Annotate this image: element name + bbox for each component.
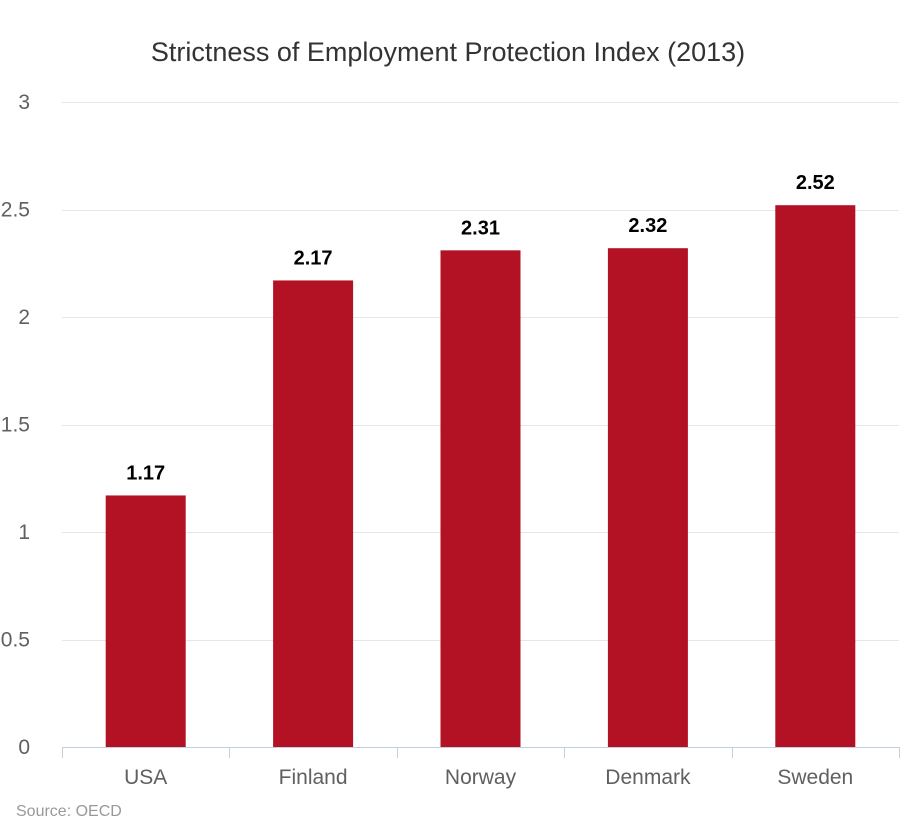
y-tick-label: 0 [18,736,30,759]
x-tick-label: Finland [279,766,348,789]
data-labels: 1.17 2.17 2.31 2.32 2.52 [126,172,835,484]
y-tick-label: 1 [18,521,30,544]
data-label: 2.32 [628,215,667,237]
y-tick-label: 0.5 [1,629,30,652]
y-axis-labels: 0 0.5 1 1.5 2 2.5 3 [1,91,30,759]
y-tick-label: 2 [18,306,30,329]
bar-sweden [775,205,856,747]
bar-usa [105,495,186,747]
x-tick-label: Sweden [777,766,853,789]
bar-finland [273,280,354,747]
x-tick-label: Denmark [605,766,691,789]
x-tick-label: USA [124,766,167,789]
bar-denmark [607,248,688,747]
x-axis: USA Finland Norway Denmark Sweden [62,747,900,789]
data-label: 2.31 [461,217,500,239]
bar-norway [440,250,521,747]
chart-title: Strictness of Employment Protection Inde… [151,37,745,67]
data-label: 2.17 [294,247,333,269]
source-credit: Source: OECD [16,803,122,820]
y-tick-label: 2.5 [1,199,30,222]
y-tick-label: 3 [18,91,30,114]
y-tick-label: 1.5 [1,414,30,437]
x-tick-label: Norway [445,766,517,789]
data-label: 2.52 [796,172,835,194]
data-label: 1.17 [126,462,165,484]
bars [105,205,856,747]
